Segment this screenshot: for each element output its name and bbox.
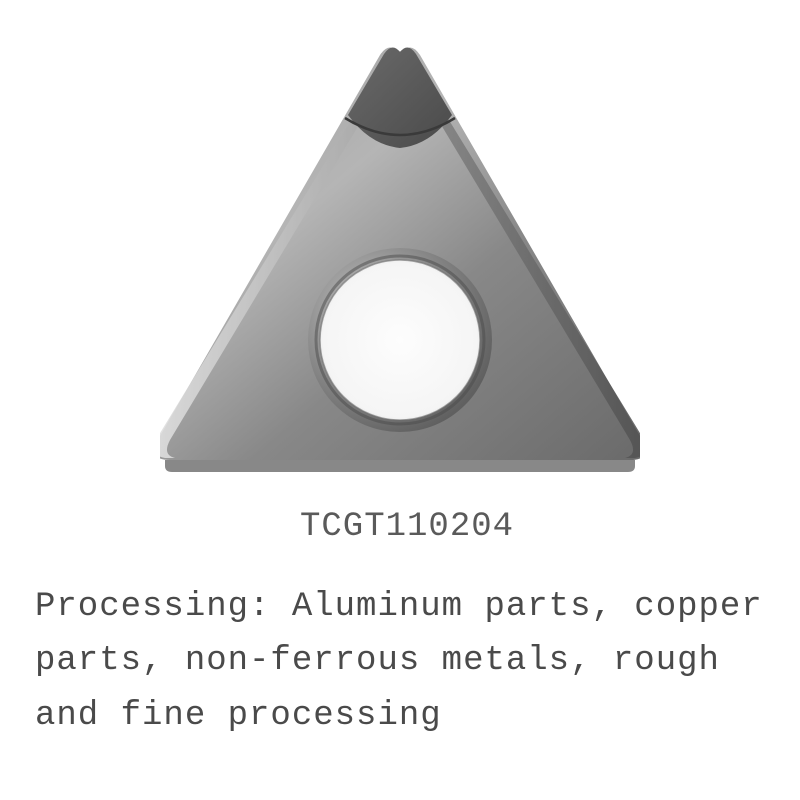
bottom-edge-bevel (165, 460, 635, 472)
processing-description: Processing: Aluminum parts, copper parts… (35, 580, 765, 743)
product-illustration (160, 30, 640, 480)
part-number-label: TCGT110204 (300, 508, 514, 546)
center-hole (320, 260, 480, 420)
